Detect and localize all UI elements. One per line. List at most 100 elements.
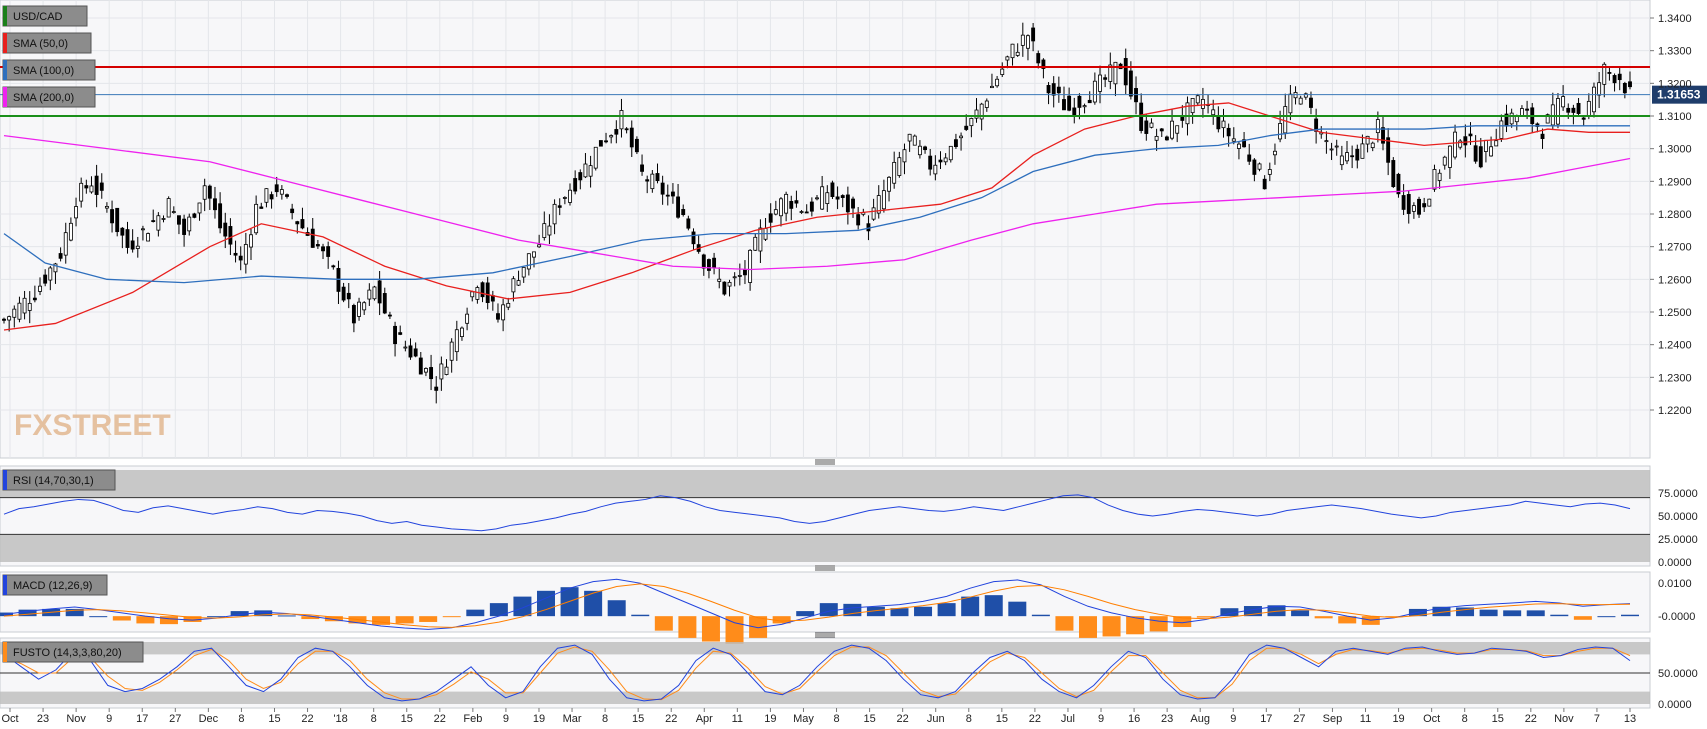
macd-hist-positive bbox=[1456, 607, 1475, 617]
candle-bearish bbox=[84, 185, 89, 189]
candle-bullish bbox=[562, 197, 567, 199]
candle-bearish bbox=[125, 229, 130, 248]
candle-bearish bbox=[686, 218, 691, 229]
legend-item-rsi[interactable]: RSI (14,70,30,1) bbox=[2, 469, 116, 491]
candle-bullish bbox=[511, 278, 516, 293]
macd-hist-positive bbox=[914, 606, 933, 617]
candle-bullish bbox=[202, 185, 207, 200]
macd-hist-negative bbox=[112, 616, 131, 621]
macd-hist-positive bbox=[984, 595, 1003, 617]
candle-bullish bbox=[1267, 169, 1272, 175]
macd-panel-bg bbox=[0, 571, 1651, 633]
candle-bullish bbox=[1005, 56, 1010, 61]
candle-bullish bbox=[1334, 145, 1339, 148]
candle-bullish bbox=[820, 186, 825, 210]
candle-bullish bbox=[17, 302, 22, 320]
y-tick-label: 1.3300 bbox=[1658, 46, 1692, 58]
candle-bearish bbox=[434, 386, 439, 391]
x-tick-label: Dec bbox=[199, 713, 219, 725]
candle-bearish bbox=[315, 244, 320, 247]
macd-hist-negative bbox=[654, 616, 673, 631]
candle-bearish bbox=[928, 155, 933, 170]
candle-bullish bbox=[907, 133, 912, 142]
candle-bullish bbox=[887, 176, 891, 192]
candle-bearish bbox=[1391, 160, 1396, 188]
legend-label-sma50: SMA (50,0) bbox=[13, 38, 68, 50]
fusto-y-tick-label: 50.0000 bbox=[1658, 668, 1698, 680]
x-tick-label: 15 bbox=[1492, 713, 1504, 725]
x-tick-label: 9 bbox=[1098, 713, 1104, 725]
last-price-value: 1.31653 bbox=[1657, 88, 1701, 102]
legend-label-sma100: SMA (100,0) bbox=[13, 65, 74, 77]
legend-item-macd[interactable]: MACD (12,26,9) bbox=[2, 574, 108, 596]
candle-bullish bbox=[7, 316, 12, 321]
candle-bearish bbox=[578, 172, 583, 181]
x-tick-label: 17 bbox=[136, 713, 148, 725]
candle-bullish bbox=[1597, 82, 1602, 96]
candle-bearish bbox=[1123, 58, 1128, 86]
candle-bearish bbox=[223, 222, 228, 237]
legend-item-sma200[interactable]: SMA (200,0) bbox=[2, 86, 96, 108]
panel-resize-handle[interactable] bbox=[815, 459, 835, 465]
candle-bullish bbox=[367, 289, 372, 300]
x-tick-label: 22 bbox=[665, 713, 677, 725]
legend-item-sma50[interactable]: SMA (50,0) bbox=[2, 32, 92, 54]
sma200-line bbox=[3, 134, 1631, 271]
candle-bearish bbox=[1247, 154, 1252, 162]
y-tick-label: 1.2300 bbox=[1658, 372, 1692, 384]
candle-bearish bbox=[429, 367, 434, 380]
x-tick-label: 9 bbox=[106, 713, 112, 725]
candle-bullish bbox=[53, 263, 58, 273]
x-tick-label: Jul bbox=[1061, 713, 1075, 725]
candle-bullish bbox=[27, 302, 32, 311]
macd-hist-negative bbox=[1338, 616, 1357, 624]
candle-bullish bbox=[254, 203, 259, 234]
legend-swatch-macd bbox=[3, 575, 7, 595]
candle-bullish bbox=[1010, 43, 1015, 59]
legend-item-sma100[interactable]: SMA (100,0) bbox=[2, 59, 96, 81]
fusto-oversold-zone bbox=[0, 691, 1650, 704]
sma50-line bbox=[3, 102, 1630, 331]
legend-item-fusto[interactable]: FUSTO (14,3,3,80,20) bbox=[2, 641, 144, 663]
candle-bullish bbox=[1015, 51, 1020, 56]
candle-bullish bbox=[79, 182, 84, 202]
x-tick-label: Sep bbox=[1323, 713, 1343, 725]
candle-bullish bbox=[1483, 139, 1488, 152]
macd-hist-positive bbox=[89, 616, 108, 618]
candle-bullish bbox=[197, 202, 202, 214]
y-tick-label: 1.2800 bbox=[1658, 209, 1692, 221]
y-axis-main: 1.3400 1.3300 1.3200 1.3100 1.3000 1.2900 1.28… bbox=[1650, 13, 1692, 417]
macd-hist-negative bbox=[395, 616, 414, 624]
candle-bullish bbox=[990, 85, 994, 89]
candle-bullish bbox=[1494, 140, 1499, 147]
legend-item-usdcad[interactable]: USD/CAD bbox=[2, 5, 88, 27]
candle-bearish bbox=[1226, 127, 1231, 137]
macd-hist-negative bbox=[324, 616, 343, 622]
candle-bearish bbox=[1525, 108, 1530, 111]
candle-bullish bbox=[871, 207, 876, 220]
candle-bearish bbox=[670, 191, 675, 197]
macd-hist-negative bbox=[1102, 616, 1121, 637]
x-tick-label: 9 bbox=[1230, 713, 1236, 725]
candle-bearish bbox=[2, 318, 6, 321]
candle-bearish bbox=[1422, 203, 1427, 208]
x-tick-label: 15 bbox=[632, 713, 644, 725]
candle-bearish bbox=[1087, 99, 1092, 104]
candle-bearish bbox=[485, 282, 490, 304]
legend-swatch-usdcad bbox=[3, 6, 7, 26]
candle-bullish bbox=[243, 244, 248, 265]
candle-bullish bbox=[1082, 105, 1087, 108]
candle-bullish bbox=[917, 145, 922, 156]
rsi-y-tick-label: 0.0000 bbox=[1658, 557, 1692, 569]
candle-bullish bbox=[933, 164, 938, 175]
panel-resize-handle[interactable] bbox=[815, 565, 835, 571]
macd-hist-positive bbox=[796, 611, 815, 617]
candle-bullish bbox=[815, 197, 819, 200]
candle-bullish bbox=[1288, 93, 1293, 114]
legend: USD/CAD SMA (50,0) SMA (100,0) SMA (200,… bbox=[2, 5, 144, 663]
candle-bullish bbox=[526, 253, 531, 270]
signal-line bbox=[3, 583, 1631, 628]
candle-bullish bbox=[1000, 68, 1005, 75]
panel-resize-handle[interactable] bbox=[815, 632, 835, 638]
candle-bullish bbox=[912, 135, 917, 146]
